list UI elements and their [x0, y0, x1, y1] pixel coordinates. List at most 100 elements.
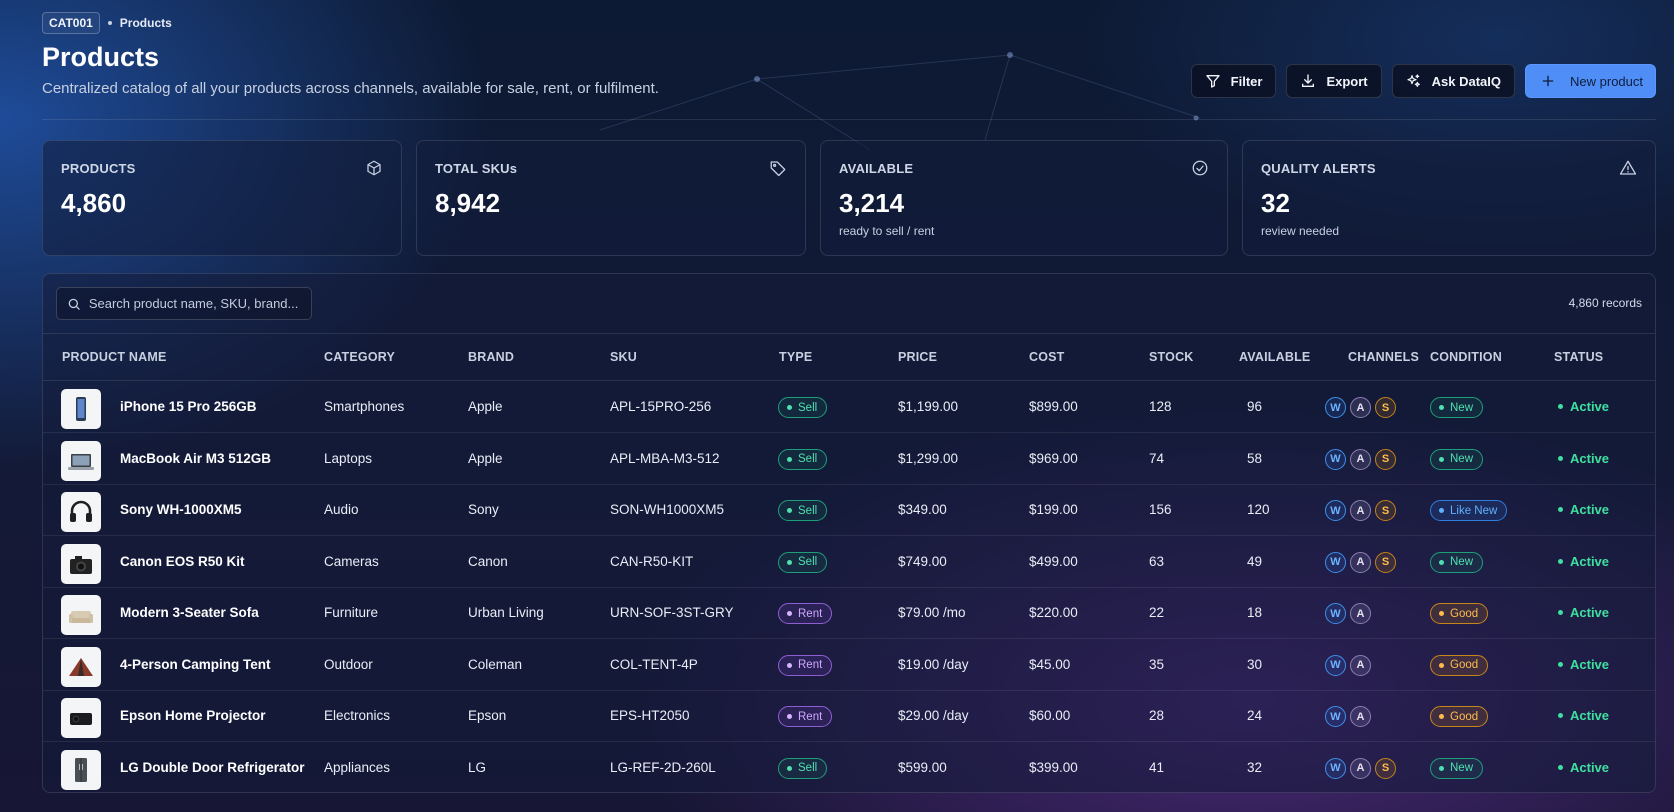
product-thumbnail [61, 646, 101, 687]
product-category: Smartphones [324, 399, 405, 414]
records-count: 4,860 records [1568, 296, 1642, 310]
channel-badge-w: W [1325, 397, 1346, 418]
status-badge: Active [1558, 760, 1609, 775]
product-category: Audio [324, 502, 359, 517]
status-label: Active [1570, 656, 1610, 672]
column-header-brand[interactable]: BRAND [468, 350, 515, 364]
condition-badge: New [1430, 397, 1484, 418]
status-dot [1558, 558, 1563, 564]
column-header-price[interactable]: PRICE [898, 350, 938, 364]
filter-button[interactable]: Filter [1190, 64, 1277, 98]
type-badge: Sell [778, 757, 828, 779]
type-dot [787, 559, 792, 565]
search-box[interactable] [56, 287, 312, 320]
column-header-cost[interactable]: COST [1029, 350, 1065, 364]
product-brand: Apple [468, 450, 503, 466]
product-cost: $60.00 [1029, 708, 1071, 723]
product-category: Laptops [324, 450, 373, 466]
condition-dot [1439, 662, 1444, 668]
column-header-condition[interactable]: CONDITION [1430, 350, 1502, 364]
condition-label: Like New [1450, 504, 1498, 517]
product-sku: CAN-R50-KIT [610, 553, 694, 569]
column-header-sku[interactable]: SKU [610, 350, 637, 364]
export-button[interactable]: Export [1286, 64, 1382, 98]
channel-badge-w: W [1325, 603, 1346, 624]
stat-value: 3,214 [839, 188, 905, 218]
condition-label: Good [1450, 607, 1479, 620]
column-header-stock[interactable]: STOCK [1149, 350, 1194, 364]
product-thumbnail [61, 749, 101, 790]
type-dot [787, 662, 792, 668]
product-name[interactable]: MacBook Air M3 512GB [120, 450, 272, 466]
laptop-thumbnail [68, 453, 94, 470]
channel-badge-w: W [1325, 757, 1346, 779]
new-product-label: New product [1570, 73, 1643, 89]
stat-label: AVAILABLE [839, 161, 914, 176]
new-product-button[interactable]: New product [1525, 64, 1656, 98]
plus-icon [1542, 75, 1554, 87]
product-name[interactable]: iPhone 15 Pro 256GB [120, 399, 257, 414]
channel-badge-w: W [1325, 448, 1346, 470]
product-price: $29.00 /day [898, 708, 969, 723]
download-icon [1302, 74, 1315, 87]
type-label: Sell [798, 762, 818, 774]
product-category: Outdoor [324, 656, 373, 672]
type-badge: Rent [778, 603, 833, 624]
table-row[interactable]: 4-Person Camping Tent Outdoor Coleman COL-T… [43, 640, 1655, 691]
condition-dot [1439, 456, 1444, 462]
table-row[interactable]: MacBook Air M3 512GB Laptops Apple APL-MBA-… [43, 434, 1655, 485]
product-name[interactable]: 4-Person Camping Tent [120, 656, 271, 672]
product-cost: $45.00 [1029, 656, 1071, 672]
table-row[interactable]: Sony WH-1000XM5 Audio Sony SON-WH1000XM5 Sel… [43, 485, 1655, 536]
table-row[interactable]: iPhone 15 Pro 256GB Smartphones Apple APL-1… [43, 382, 1655, 433]
stat-card-available: AVAILABLE 3,214 ready to sell / rent [820, 140, 1228, 256]
product-name[interactable]: LG Double Door Refrigerator [120, 759, 305, 775]
status-dot [1558, 455, 1563, 461]
product-category: Appliances [324, 759, 391, 775]
camera-thumbnail [70, 555, 92, 574]
search-icon [68, 298, 80, 310]
type-label: Rent [798, 607, 823, 620]
product-thumbnail [61, 595, 101, 635]
status-badge: Active [1558, 451, 1609, 466]
product-available: 120 [1247, 502, 1270, 517]
table-row[interactable]: Epson Home Projector Electronics Epson EPS-… [43, 691, 1655, 742]
column-header-type[interactable]: TYPE [779, 350, 813, 364]
condition-label: Good [1450, 659, 1479, 671]
product-price: $749.00 [898, 553, 947, 569]
channel-badge-a: A [1350, 448, 1371, 470]
product-name[interactable]: Sony WH-1000XM5 [120, 502, 242, 517]
status-label: Active [1570, 708, 1610, 723]
product-name[interactable]: Epson Home Projector [120, 708, 266, 723]
status-dot [1558, 507, 1563, 512]
type-badge: Sell [778, 448, 828, 470]
status-label: Active [1570, 502, 1610, 517]
breadcrumb-code[interactable]: CAT001 [42, 12, 100, 34]
type-label: Sell [798, 556, 818, 568]
type-dot [787, 765, 792, 771]
product-sku: COL-TENT-4P [610, 656, 698, 672]
column-header-product-name[interactable]: PRODUCT NAME [62, 350, 167, 364]
column-header-available[interactable]: AVAILABLE [1239, 350, 1311, 364]
search-input[interactable] [88, 296, 301, 311]
product-name[interactable]: Modern 3-Seater Sofa [120, 605, 259, 620]
column-header-channels[interactable]: CHANNELS [1348, 350, 1420, 364]
table-row[interactable]: Modern 3-Seater Sofa Furniture Urban Livin… [43, 588, 1655, 639]
product-name[interactable]: Canon EOS R50 Kit [120, 553, 245, 569]
status-label: Active [1570, 553, 1610, 569]
column-header-status[interactable]: STATUS [1554, 350, 1604, 364]
column-header-category[interactable]: CATEGORY [324, 350, 396, 364]
product-sku: LG-REF-2D-260L [610, 759, 716, 775]
product-stock: 128 [1149, 399, 1172, 414]
product-available: 96 [1247, 399, 1263, 414]
breadcrumb-separator [107, 21, 112, 25]
condition-label: New [1450, 453, 1474, 465]
table-row[interactable]: LG Double Door Refrigerator Appliances LG L… [43, 743, 1655, 793]
channel-badge-a: A [1350, 551, 1371, 573]
ask-dataiq-button[interactable]: Ask DataIQ [1391, 64, 1516, 98]
product-stock: 28 [1149, 708, 1165, 723]
table-row[interactable]: Canon EOS R50 Kit Cameras Canon CAN-R50-KIT… [43, 537, 1655, 588]
